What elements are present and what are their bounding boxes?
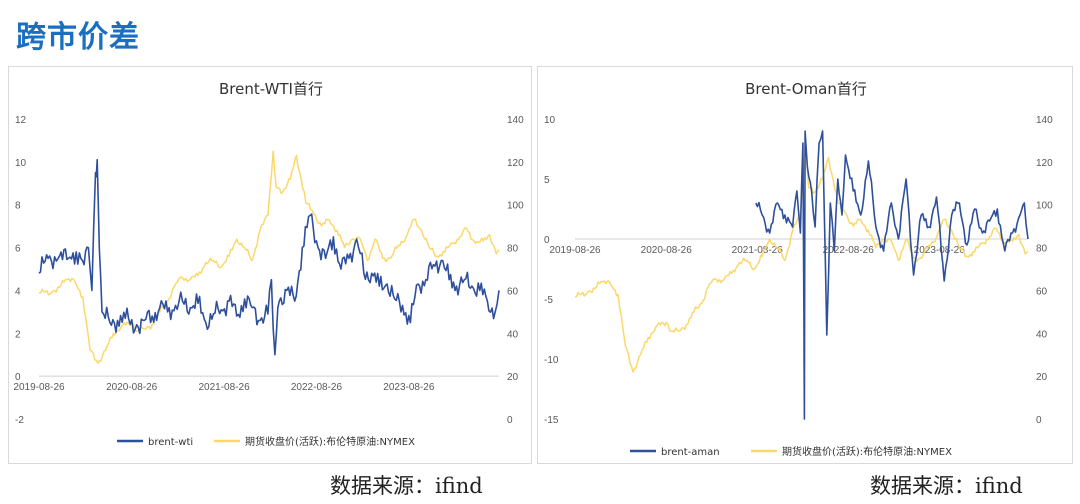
y-left-tick-label: 0 bbox=[544, 235, 550, 246]
y-right-tick-label: 20 bbox=[1036, 372, 1048, 383]
legend-label: brent-aman bbox=[661, 447, 720, 458]
y-left-tick-label: 2 bbox=[15, 329, 21, 340]
legend-label: brent-wti bbox=[148, 437, 193, 448]
y-left-tick-label: 6 bbox=[15, 244, 21, 255]
y-right-tick-label: 140 bbox=[1036, 115, 1053, 126]
x-tick-label: 2019-08-26 bbox=[13, 382, 65, 393]
chart-panel-brent-oman: Brent-Oman首行 -15 -10 -5 0 5 10 0 20 40 60 80 100 120 1… bbox=[537, 66, 1073, 464]
data-source-right: 数据来源：ifind bbox=[870, 474, 1023, 498]
y-right-tick-label: 80 bbox=[507, 244, 519, 255]
y-left-tick-label: -15 bbox=[544, 415, 559, 426]
y-right-tick-label: 80 bbox=[1036, 244, 1048, 255]
x-tick-label: 2022-08-26 bbox=[823, 245, 875, 256]
y-left-tick-label: 10 bbox=[544, 115, 556, 126]
chart-panel-brent-wti: Brent-WTI首行 -2 0 2 4 6 8 10 12 0 20 40 60 80 100 120 140… bbox=[8, 66, 532, 464]
series-line-brent-price bbox=[38, 150, 500, 365]
y-right-tick-label: 120 bbox=[507, 158, 524, 169]
y-left-tick-label: 4 bbox=[15, 286, 21, 297]
x-tick-label: 2020-08-26 bbox=[106, 382, 158, 393]
x-tick-label: 2020-08-26 bbox=[641, 245, 693, 256]
chart-title: Brent-Oman首行 bbox=[745, 80, 867, 98]
x-tick-label: 2021-08-26 bbox=[732, 245, 784, 256]
y-right-tick-label: 60 bbox=[507, 286, 519, 297]
y-left-tick-label: -2 bbox=[15, 415, 24, 426]
x-tick-label: 2019-08-26 bbox=[549, 245, 601, 256]
x-tick-label: 2022-08-26 bbox=[291, 382, 343, 393]
y-right-tick-label: 100 bbox=[507, 201, 524, 212]
y-left-tick-label: 0 bbox=[15, 372, 21, 383]
series-line-spread bbox=[38, 158, 500, 356]
y-right-tick-label: 120 bbox=[1036, 158, 1053, 169]
legend-label: 期货收盘价(活跃):布伦特原油:NYMEX bbox=[245, 435, 415, 448]
x-tick-label: 2023-08-26 bbox=[914, 245, 966, 256]
y-right-tick-label: 0 bbox=[1036, 415, 1042, 426]
data-source-left: 数据来源：ifind bbox=[330, 474, 483, 498]
series-line-spread bbox=[755, 130, 1029, 420]
page-title: 跨市价差 bbox=[16, 20, 140, 55]
y-left-tick-label: -5 bbox=[544, 295, 553, 306]
chart-title: Brent-WTI首行 bbox=[219, 80, 323, 98]
y-left-tick-label: 5 bbox=[544, 175, 550, 186]
y-right-tick-label: 40 bbox=[507, 329, 519, 340]
y-left-tick-label: 12 bbox=[15, 115, 27, 126]
legend-label: 期货收盘价(活跃):布伦特原油:NYMEX bbox=[782, 445, 952, 458]
y-left-tick-label: 8 bbox=[15, 201, 21, 212]
y-right-tick-label: 140 bbox=[507, 115, 524, 126]
y-right-tick-label: 100 bbox=[1036, 201, 1053, 212]
y-left-tick-label: -10 bbox=[544, 355, 559, 366]
x-tick-label: 2021-08-26 bbox=[198, 382, 250, 393]
y-right-tick-label: 0 bbox=[507, 415, 513, 426]
y-right-tick-label: 40 bbox=[1036, 329, 1048, 340]
y-right-tick-label: 20 bbox=[507, 372, 519, 383]
chart-brent-oman: Brent-Oman首行-15-10-505100204060801001201… bbox=[544, 80, 1053, 458]
x-tick-label: 2023-08-26 bbox=[383, 382, 435, 393]
chart-brent-wti: Brent-WTI首行-2024681012020406080100120140… bbox=[13, 80, 524, 448]
y-left-tick-label: 10 bbox=[15, 158, 27, 169]
y-right-tick-label: 60 bbox=[1036, 286, 1048, 297]
